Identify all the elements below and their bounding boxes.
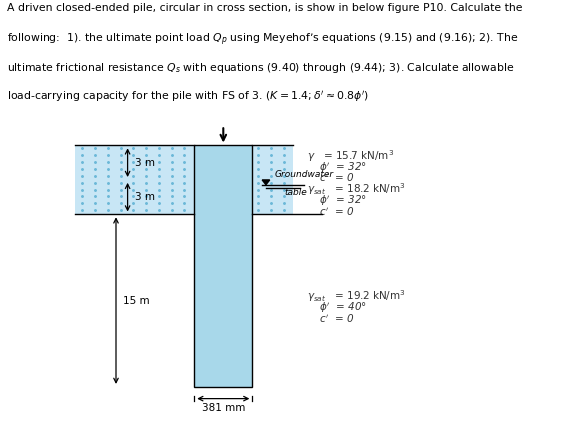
Text: $c'$  = 0: $c'$ = 0 xyxy=(319,206,354,218)
Bar xyxy=(75,145,194,180)
Text: 3 m: 3 m xyxy=(135,158,154,167)
Text: $c'$  = 0: $c'$ = 0 xyxy=(319,312,354,325)
Text: $\gamma_{sat}$   = 18.2 kN/m$^3$: $\gamma_{sat}$ = 18.2 kN/m$^3$ xyxy=(307,181,406,197)
Text: $\phi'$  = 32°: $\phi'$ = 32° xyxy=(319,194,367,208)
Text: ultimate frictional resistance $Q_s$ with equations (9.40) through (9.44); 3). C: ultimate frictional resistance $Q_s$ wit… xyxy=(7,61,514,75)
Text: table: table xyxy=(284,188,307,197)
Text: load-carrying capacity for the pile with FS of 3. ($K = 1.4; \delta' \approx 0.8: load-carrying capacity for the pile with… xyxy=(7,89,369,104)
Bar xyxy=(75,180,194,215)
Text: $\gamma$   = 15.7 kN/m$^3$: $\gamma$ = 15.7 kN/m$^3$ xyxy=(307,148,394,164)
Bar xyxy=(194,145,252,387)
Text: $\gamma_{sat}$   = 19.2 kN/m$^3$: $\gamma_{sat}$ = 19.2 kN/m$^3$ xyxy=(307,288,406,304)
Text: $c'$  = 0: $c'$ = 0 xyxy=(319,172,354,184)
Text: 381 mm: 381 mm xyxy=(202,403,245,413)
Text: following:  1). the ultimate point load $Q_p$ using Meyehof’s equations (9.15) a: following: 1). the ultimate point load $… xyxy=(7,32,519,48)
Bar xyxy=(252,145,293,180)
Polygon shape xyxy=(262,180,270,185)
Text: $\phi'$  = 32°: $\phi'$ = 32° xyxy=(319,160,367,175)
Text: A driven closed-ended pile, circular in cross section, is show in below figure P: A driven closed-ended pile, circular in … xyxy=(7,3,523,14)
Text: Groundwater: Groundwater xyxy=(275,170,334,179)
Text: 15 m: 15 m xyxy=(123,296,150,306)
Text: 3 m: 3 m xyxy=(135,192,154,202)
Text: $\phi'$  = 40°: $\phi'$ = 40° xyxy=(319,301,367,315)
Bar xyxy=(252,180,293,215)
